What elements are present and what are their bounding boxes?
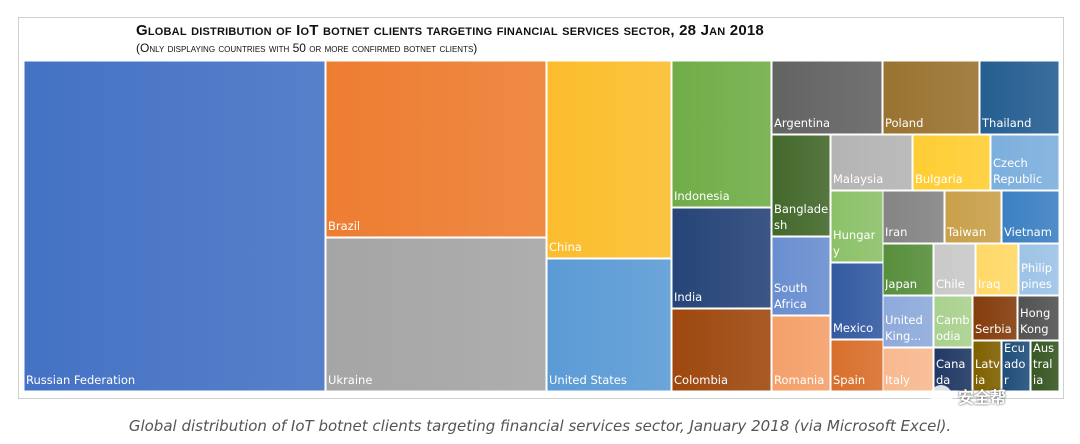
treemap-cell-colombia: [671, 308, 772, 392]
watermark: 安全帮: [930, 384, 1060, 408]
treemap-cell-philippines: [1018, 243, 1060, 296]
treemap-cell-serbia: [972, 295, 1018, 341]
treemap-cell-vietnam: [1001, 190, 1060, 244]
treemap-cell-chile: [933, 243, 976, 296]
treemap-cell-india: [671, 207, 772, 309]
treemap-cell-ecuador: [1001, 340, 1031, 392]
treemap-cell-taiwan: [944, 190, 1002, 244]
treemap-cell-iran: [882, 190, 945, 244]
treemap-cell-bangladesh: [771, 134, 831, 237]
treemap-cell-united-states: [546, 258, 672, 392]
treemap-cell-bulgaria: [912, 134, 991, 191]
treemap-cell-mexico: [830, 262, 884, 340]
chart-subtitle: (Only displaying countries with 50 or mo…: [136, 41, 478, 55]
treemap-cell-canada: [933, 347, 973, 392]
treemap-cell-ukraine: [325, 237, 547, 392]
chart-title: Global distribution of IoT botnet client…: [136, 22, 764, 39]
treemap-cell-poland: [882, 60, 980, 135]
treemap-cell-united-kingdom: [882, 295, 934, 348]
treemap-cell-iraq: [975, 243, 1019, 296]
treemap-cell-russian-federation: [23, 60, 326, 392]
treemap-cell-japan: [882, 243, 934, 296]
treemap-cell-indonesia: [671, 60, 772, 208]
watermark-text: 安全帮: [958, 388, 1007, 407]
treemap-cell-australia: [1030, 340, 1060, 392]
treemap-cell-china: [546, 60, 672, 259]
treemap-cell-south-africa: [771, 236, 831, 316]
treemap-cell-cambodia: [933, 295, 973, 348]
treemap-cell-spain: [830, 339, 884, 392]
treemap-cell-czech-republic: [990, 134, 1060, 191]
figure-caption: Global distribution of IoT botnet client…: [128, 417, 952, 435]
wechat-logo-icon: [930, 385, 952, 407]
treemap-cell-malaysia: [830, 134, 913, 191]
treemap-cell-italy: [882, 347, 934, 392]
treemap-cell-hungary: [830, 190, 884, 263]
treemap-cell-hong-kong: [1017, 295, 1060, 341]
treemap-cell-thailand: [979, 60, 1060, 135]
treemap-cell-latvia: [972, 340, 1002, 392]
treemap-cell-romania: [771, 315, 831, 392]
treemap-cell-argentina: [771, 60, 883, 135]
treemap-cell-brazil: [325, 60, 547, 238]
